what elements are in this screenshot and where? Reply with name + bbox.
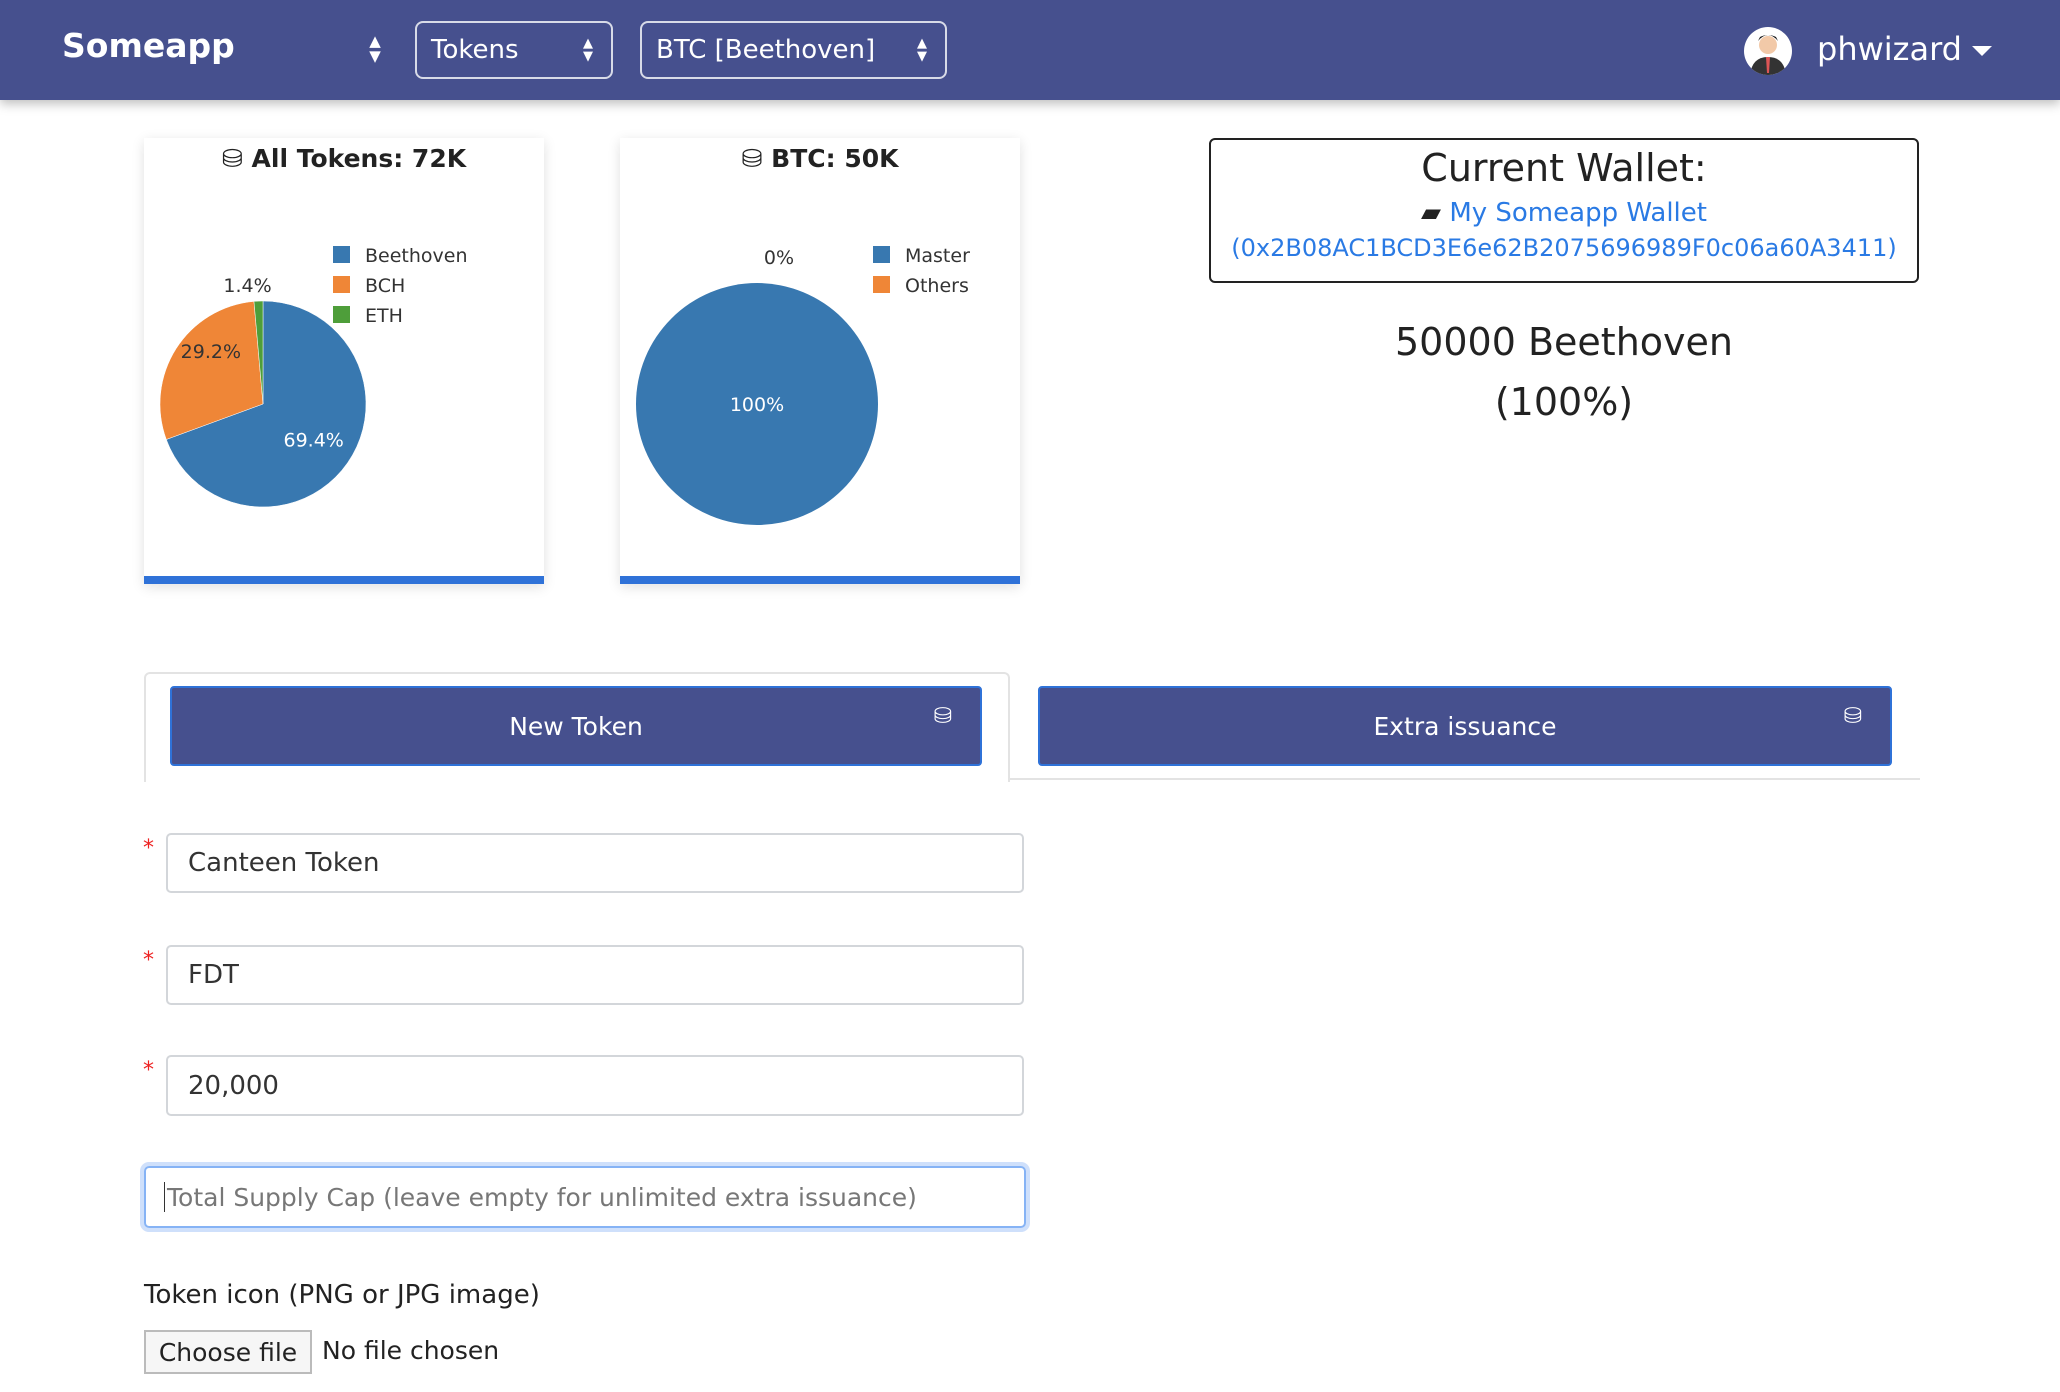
- select-arrows-icon: ▲ ▼: [583, 36, 593, 64]
- wallet-link[interactable]: ▰ My Someapp Wallet: [1421, 198, 1707, 228]
- input-value: FDT: [188, 960, 239, 990]
- coins-icon: ⛁: [1843, 704, 1862, 729]
- btc-pie: 100% Master 0% Others: [636, 245, 970, 525]
- pie-label: 1.4%: [223, 275, 271, 297]
- chart-title: ⛁ All Tokens: 72K: [221, 144, 467, 173]
- caret-down-icon[interactable]: [1972, 46, 1992, 56]
- coins-icon: ⛁: [741, 144, 772, 173]
- wallet-balance-percent: (100%): [1494, 380, 1634, 424]
- input-placeholder: Total Supply Cap (leave empty for unlimi…: [167, 1182, 917, 1212]
- wallet-balance: 50000 Beethoven: [1395, 320, 1733, 364]
- type-select[interactable]: Tokens ▲ ▼: [415, 21, 613, 79]
- select-arrows-icon: ▲ ▼: [917, 36, 927, 64]
- tab-divider: [1008, 778, 1920, 780]
- legend-label[interactable]: Beethoven: [365, 245, 468, 267]
- token-select[interactable]: BTC [Beethoven] ▲ ▼: [640, 21, 947, 79]
- coins-icon: ⛁: [933, 704, 952, 729]
- token-icon-label: Token icon (PNG or JPG image): [144, 1280, 540, 1310]
- token-select-value: BTC [Beethoven]: [656, 35, 876, 65]
- input-value: 20,000: [188, 1070, 279, 1101]
- choose-file-button[interactable]: Choose file: [144, 1330, 312, 1374]
- token-symbol-input[interactable]: FDT: [166, 945, 1024, 1005]
- card-accent-bar: [144, 576, 544, 584]
- supply-cap-input[interactable]: Total Supply Cap (leave empty for unlimi…: [144, 1166, 1026, 1228]
- current-wallet-box: Current Wallet: ▰ My Someapp Wallet (0x2…: [1209, 138, 1919, 283]
- type-select-value: Tokens: [431, 35, 519, 65]
- text-cursor: [164, 1182, 165, 1212]
- legend-swatch: [333, 306, 350, 323]
- brand-logo[interactable]: Someapp: [62, 26, 235, 65]
- all-tokens-chart-card: 69.4% Beethoven 29.2% BCH 1.4% ETH ⛁ All Toke…: [144, 138, 544, 584]
- pie-label: 69.4%: [283, 429, 343, 451]
- pie-slice-bch[interactable]: [159, 301, 264, 440]
- tab-label: New Token: [509, 711, 643, 741]
- pie-label: 29.2%: [181, 341, 241, 363]
- legend-swatch: [333, 276, 350, 293]
- pie-label: 100%: [730, 394, 784, 416]
- required-mark: *: [143, 836, 154, 861]
- navbar: Someapp ▲ ▼ Tokens ▲ ▼ BTC [Beethoven] ▲ ▼ …: [0, 0, 2060, 100]
- pie-slice-master[interactable]: [636, 283, 878, 525]
- legend-swatch: [333, 246, 350, 263]
- total-supply-input[interactable]: 20,000: [166, 1055, 1024, 1116]
- pie-slice-beethoven[interactable]: [165, 300, 367, 508]
- wallet-address[interactable]: (0x2B08AC1BCD3E6e62B2075696989F0c06a60A3…: [1231, 234, 1897, 262]
- tab-extra-issuance[interactable]: Extra issuance ⛁: [1038, 686, 1892, 766]
- legend-label[interactable]: ETH: [365, 305, 403, 327]
- legend-label[interactable]: BCH: [365, 275, 405, 297]
- required-mark: *: [143, 948, 154, 973]
- chart-title: ⛁ BTC: 50K: [741, 144, 899, 173]
- legend-label[interactable]: Others: [905, 275, 969, 297]
- coins-icon: ⛁: [221, 144, 252, 173]
- pie-slice-eth[interactable]: [253, 300, 264, 405]
- tab-label: Extra issuance: [1373, 711, 1557, 741]
- tab-new-token[interactable]: New Token ⛁: [170, 686, 982, 766]
- avatar[interactable]: [1744, 27, 1792, 75]
- btc-chart-card: 100% Master 0% Others ⛁ BTC: 50K: [620, 138, 1020, 584]
- pie-label: 0%: [764, 247, 794, 269]
- required-mark: *: [143, 1058, 154, 1083]
- file-status: No file chosen: [322, 1336, 500, 1365]
- app-switch-sort-icon[interactable]: ▲ ▼: [369, 32, 381, 65]
- legend-swatch: [873, 276, 890, 293]
- input-value: Canteen Token: [188, 848, 380, 878]
- token-name-input[interactable]: Canteen Token: [166, 833, 1024, 893]
- card-accent-bar: [620, 576, 1020, 584]
- tab-active-border: [144, 672, 1010, 782]
- wallet-icon: ▰: [1421, 198, 1450, 228]
- legend-label[interactable]: Master: [905, 245, 970, 267]
- user-menu[interactable]: phwizard: [1817, 30, 1962, 68]
- wallet-heading: Current Wallet:: [1421, 146, 1707, 190]
- all-tokens-pie: 69.4% Beethoven 29.2% BCH 1.4% ETH: [159, 245, 468, 508]
- legend-swatch: [873, 246, 890, 263]
